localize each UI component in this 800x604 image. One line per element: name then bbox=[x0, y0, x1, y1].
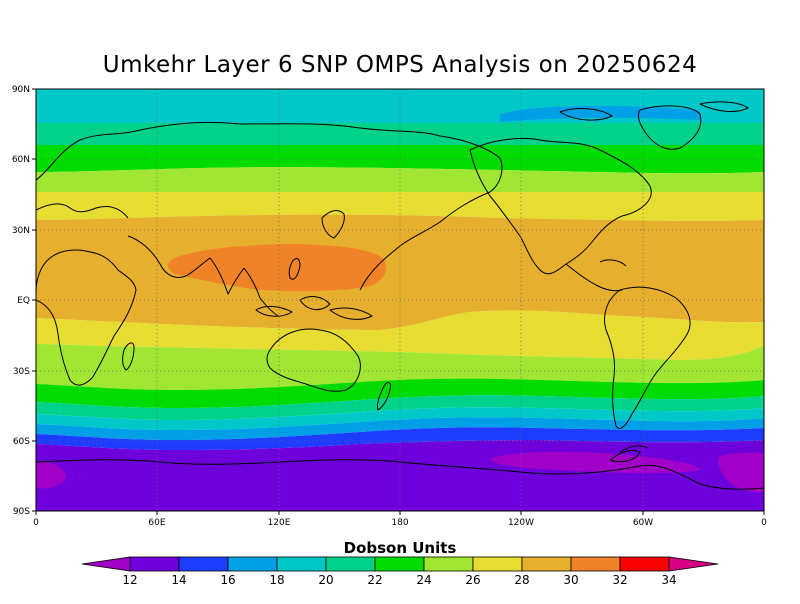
lon-label-180: 180 bbox=[391, 518, 408, 528]
colorbar-title: Dobson Units bbox=[344, 539, 457, 557]
band-26du-south bbox=[36, 344, 764, 390]
band-12du-west bbox=[36, 461, 66, 489]
colorbar-tick-label: 14 bbox=[171, 573, 186, 587]
colorbar-arrow-low bbox=[81, 556, 131, 572]
colorbar-tick-labels: 12 14 16 18 20 22 24 26 28 30 32 34 bbox=[122, 573, 676, 587]
band-22du-south bbox=[36, 395, 764, 420]
colorbar-segment bbox=[472, 556, 523, 572]
lat-label-eq: EQ bbox=[17, 296, 30, 306]
band-12du-far-east bbox=[717, 452, 764, 493]
lat-label-60n: 60N bbox=[12, 155, 30, 165]
colorbar-segment bbox=[325, 556, 376, 572]
lat-label-90s: 90S bbox=[13, 507, 30, 517]
band-18du-arctic bbox=[500, 105, 700, 122]
band-12du-east bbox=[490, 451, 700, 473]
lon-label-120e: 120E bbox=[268, 518, 291, 528]
ozone-field bbox=[36, 89, 764, 511]
colorbar-segment bbox=[619, 556, 670, 572]
colorbar-segment bbox=[570, 556, 621, 572]
colorbar-tick-label: 20 bbox=[318, 573, 333, 587]
lat-label-60s: 60S bbox=[13, 437, 30, 447]
colorbar bbox=[81, 556, 719, 572]
colorbar-tick-label: 26 bbox=[465, 573, 480, 587]
coastlines bbox=[36, 101, 764, 490]
lat-label-90n: 90N bbox=[12, 85, 30, 95]
colorbar-tick-label: 30 bbox=[563, 573, 578, 587]
band-16du-south bbox=[36, 427, 764, 450]
lon-label-120w: 120W bbox=[508, 518, 534, 528]
colorbar-arrow-high bbox=[668, 556, 719, 572]
lat-label-30n: 30N bbox=[12, 226, 30, 236]
lon-label-0-west: 0 bbox=[33, 518, 39, 528]
colorbar-tick-label: 28 bbox=[514, 573, 529, 587]
band-28du-north bbox=[36, 192, 764, 221]
colorbar-tick-label: 24 bbox=[416, 573, 431, 587]
band-30du bbox=[36, 214, 764, 330]
band-14du-antarctic bbox=[36, 440, 764, 511]
colorbar-segment bbox=[178, 556, 229, 572]
lon-label-0-east: 0 bbox=[761, 518, 767, 528]
lon-label-60e: 60E bbox=[148, 518, 165, 528]
map-title: Umkehr Layer 6 SNP OMPS Analysis on 2025… bbox=[102, 52, 698, 78]
colorbar-segment bbox=[276, 556, 327, 572]
colorbar-tick-label: 18 bbox=[269, 573, 284, 587]
band-28du-south bbox=[36, 310, 764, 360]
band-20du-south bbox=[36, 407, 764, 430]
colorbar-segment bbox=[374, 556, 425, 572]
colorbar-tick-label: 12 bbox=[122, 573, 137, 587]
band-18du-south bbox=[36, 417, 764, 440]
colorbar-tick-label: 22 bbox=[367, 573, 382, 587]
colorbar-tick-label: 32 bbox=[612, 573, 627, 587]
colorbar-tick-label: 34 bbox=[661, 573, 676, 587]
colorbar-segment bbox=[129, 556, 180, 572]
colorbar-tick-label: 16 bbox=[220, 573, 235, 587]
colorbar-segment bbox=[423, 556, 474, 572]
colorbar-segment bbox=[227, 556, 278, 572]
grid-lines bbox=[36, 89, 764, 511]
band-26du bbox=[36, 167, 764, 192]
colorbar-segment bbox=[521, 556, 572, 572]
lon-label-60w: 60W bbox=[633, 518, 653, 528]
tick-marks bbox=[32, 88, 765, 515]
lat-label-30s: 30S bbox=[13, 367, 30, 377]
